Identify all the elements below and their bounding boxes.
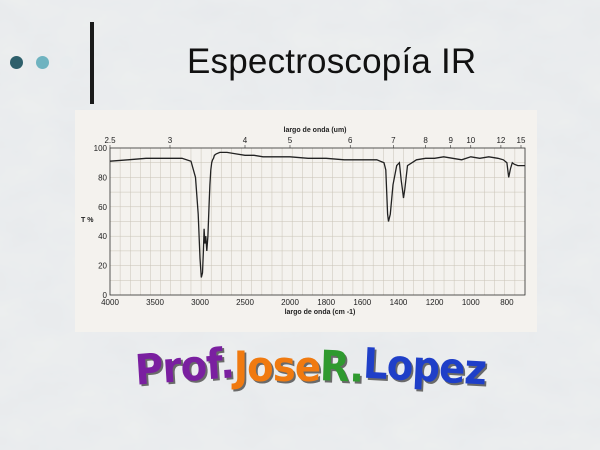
top-tick-label: 4	[243, 136, 248, 145]
bullet-dot-dark	[10, 56, 23, 69]
chart-ticks: 4000 3500 3000 2500 2000 1800 1600 1400 1200 1000…	[94, 136, 526, 307]
ir-spectrum-chart: 4000 3500 3000 2500 2000 1800 1600 1400 1200 1000…	[81, 127, 526, 316]
x-tick-label: 1000	[462, 298, 480, 307]
top-tick-label: 12	[496, 136, 505, 145]
x-tick-label: 1200	[426, 298, 444, 307]
title-divider	[90, 22, 94, 104]
bullet-dot-light	[60, 56, 73, 69]
y-tick-label: 60	[98, 203, 107, 212]
ir-spectrum-figure: 4000 3500 3000 2500 2000 1800 1600 1400 1200 1000…	[75, 110, 537, 332]
y-tick-label: 20	[98, 262, 107, 271]
x-tick-label: 3500	[146, 298, 164, 307]
top-tick-label: 3	[168, 136, 173, 145]
x-axis-label: largo de onda (cm -1)	[285, 309, 356, 316]
y-tick-label: 0	[103, 291, 108, 300]
author-part-initial: R.	[319, 341, 365, 392]
chart-grid	[109, 147, 526, 296]
y-tick-label: 40	[98, 232, 107, 241]
top-axis-label: largo de onda (um)	[284, 127, 347, 134]
top-tick-label: 15	[517, 136, 526, 145]
x-tick-label: 4000	[101, 298, 119, 307]
plot-frame	[109, 147, 526, 296]
author-part-last-name: Lopez	[362, 338, 488, 395]
author-part-prof: Prof.	[133, 338, 236, 395]
top-tick-label: 2.5	[104, 136, 116, 145]
slide-title: Espectroscopía IR	[187, 42, 477, 81]
top-tick-label: 5	[288, 136, 293, 145]
author-wordart: Prof. Jose R. Lopez	[134, 338, 488, 394]
top-tick-label: 10	[466, 136, 475, 145]
top-tick-label: 6	[348, 136, 353, 145]
x-tick-label: 1800	[317, 298, 335, 307]
x-tick-label: 800	[500, 298, 514, 307]
y-tick-label: 100	[94, 144, 108, 153]
top-tick-label: 7	[391, 136, 396, 145]
chart-frame	[109, 147, 526, 296]
x-tick-label: 3000	[191, 298, 209, 307]
x-tick-label: 2500	[236, 298, 254, 307]
bullet-dot-mid	[36, 56, 49, 69]
top-tick-label: 8	[423, 136, 428, 145]
x-tick-label: 1400	[390, 298, 408, 307]
author-part-first-name: Jose	[233, 342, 321, 391]
y-axis-label: T %	[81, 217, 94, 224]
x-tick-label: 2000	[281, 298, 299, 307]
y-tick-label: 80	[98, 173, 107, 182]
top-tick-label: 9	[448, 136, 453, 145]
spectrum-line	[109, 151, 525, 278]
x-tick-label: 1600	[353, 298, 371, 307]
